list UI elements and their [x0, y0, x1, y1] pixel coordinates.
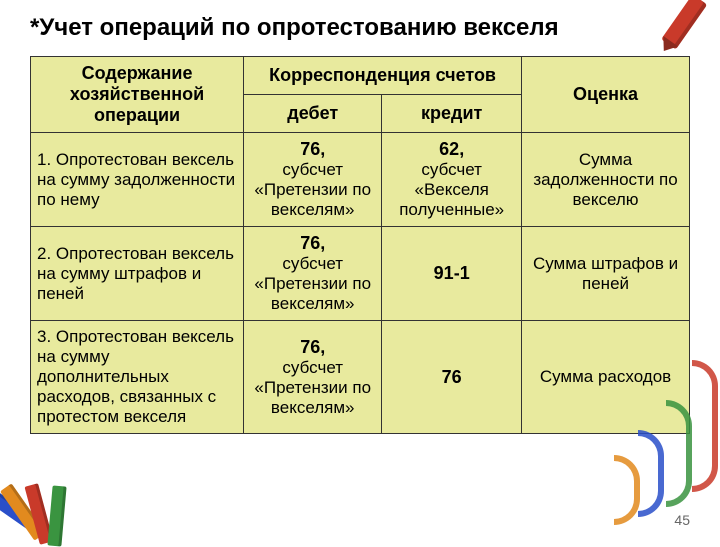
credit-subaccount: субсчет «Векселя полученные» — [399, 160, 504, 219]
debit-account: 76, — [300, 233, 325, 253]
cell-eval: Сумма задолженности по векселю — [522, 133, 690, 227]
cell-debit: 76, субсчет «Претензии по векселям» — [244, 321, 382, 434]
bracket-icon — [638, 430, 664, 517]
col-debit-header: дебет — [244, 95, 382, 133]
cell-credit: 76 — [382, 321, 522, 434]
cell-eval: Сумма расходов — [522, 321, 690, 434]
debit-account: 76, — [300, 139, 325, 159]
bracket-icon — [614, 455, 640, 525]
table-row: 3. Опротестован вексель на сумму дополни… — [31, 321, 690, 434]
credit-account: 62, — [439, 139, 464, 159]
debit-account: 76, — [300, 337, 325, 357]
col-operation-header: Содержание хозяйственной операции — [31, 57, 244, 133]
slide: *Учет операций по опротестованию векселя… — [0, 0, 720, 540]
credit-account: 91-1 — [434, 263, 470, 283]
debit-subaccount: субсчет «Претензии по векселям» — [254, 160, 371, 219]
cell-operation: 2. Опротестован вексель на сумму штрафов… — [31, 227, 244, 321]
cell-debit: 76, субсчет «Претензии по векселям» — [244, 133, 382, 227]
cell-debit: 76, субсчет «Претензии по векселям» — [244, 227, 382, 321]
bracket-icon — [692, 360, 718, 492]
col-correspondence-header: Корреспонденция счетов — [244, 57, 522, 95]
crayons-icon — [0, 464, 140, 544]
operations-table: Содержание хозяйственной операции Коррес… — [30, 56, 690, 434]
crayon-icon — [646, 0, 720, 63]
page-number: 45 — [674, 512, 690, 528]
debit-subaccount: субсчет «Претензии по векселям» — [254, 254, 371, 313]
cell-credit: 91-1 — [382, 227, 522, 321]
cell-operation: 3. Опротестован вексель на сумму дополни… — [31, 321, 244, 434]
table-row: 2. Опротестован вексель на сумму штрафов… — [31, 227, 690, 321]
credit-account: 76 — [442, 367, 462, 387]
table-header-row: Содержание хозяйственной операции Коррес… — [31, 57, 690, 95]
slide-title: *Учет операций по опротестованию векселя — [30, 14, 559, 42]
cell-eval: Сумма штрафов и пеней — [522, 227, 690, 321]
col-eval-header: Оценка — [522, 57, 690, 133]
bracket-icon — [666, 400, 692, 507]
cell-credit: 62, субсчет «Векселя полученные» — [382, 133, 522, 227]
table-row: 1. Опротестован вексель на сумму задолже… — [31, 133, 690, 227]
cell-operation: 1. Опротестован вексель на сумму задолже… — [31, 133, 244, 227]
col-credit-header: кредит — [382, 95, 522, 133]
debit-subaccount: субсчет «Претензии по векселям» — [254, 358, 371, 417]
